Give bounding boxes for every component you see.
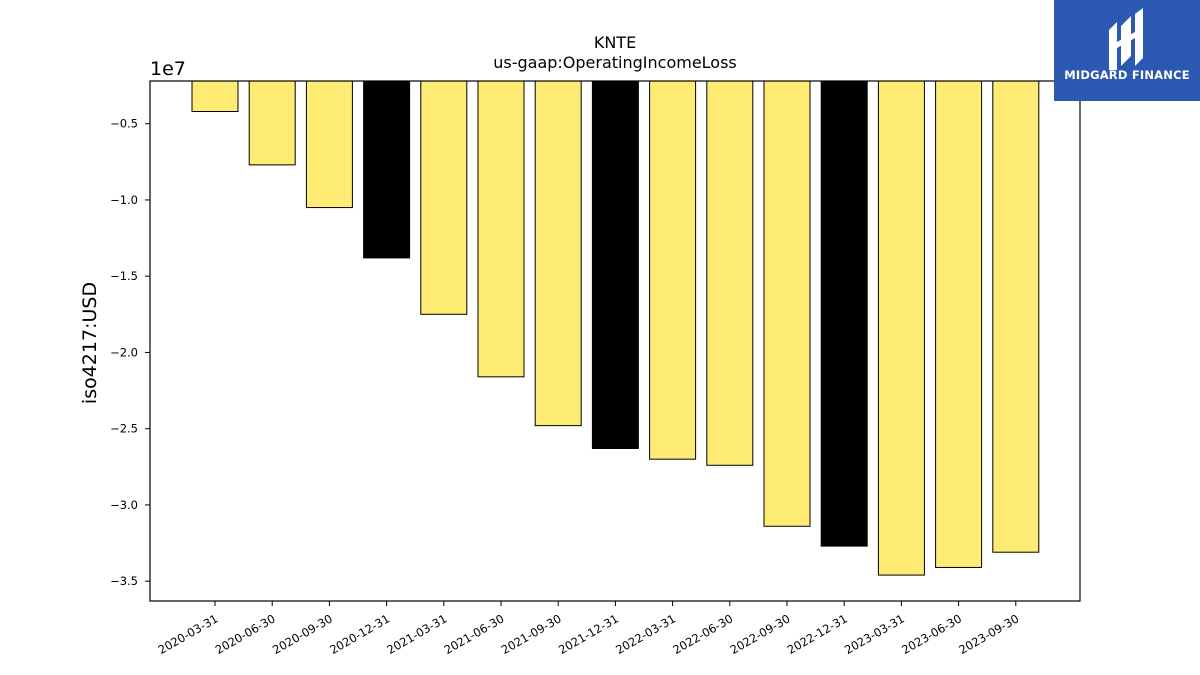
bar-2020-03-31 [191, 80, 239, 112]
bar-2021-12-31 [591, 80, 639, 450]
bar-2023-06-30 [935, 80, 983, 568]
y-axis-label: iso4217:USD [79, 282, 101, 404]
midgard-finance-logo: MIDGARD FINANCE [1054, 0, 1200, 101]
bar-2020-06-30 [248, 80, 296, 166]
bar-2020-09-30 [305, 80, 353, 209]
y-tick-label: −3.0 [110, 498, 138, 512]
bar-2022-09-30 [763, 80, 811, 527]
x-tick-label: 2020-12-31 [327, 611, 392, 657]
x-tick-label: 2021-12-31 [556, 611, 621, 657]
x-tick-label: 2020-09-30 [270, 611, 335, 657]
chart-title: KNTE [594, 33, 636, 52]
x-tick-label: 2020-06-30 [213, 611, 278, 657]
x-tick-label: 2023-06-30 [899, 611, 964, 657]
bar-2022-12-31 [820, 80, 868, 547]
x-tick-label: 2021-06-30 [442, 611, 507, 657]
x-tick-label: 2020-03-31 [156, 611, 221, 657]
logo-text: MIDGARD FINANCE [1064, 68, 1190, 82]
x-tick-label: 2022-06-30 [670, 611, 735, 657]
y-axis: −0.5 −1.0 −1.5 −2.0 −2.5 −3.0 −3.5 [110, 117, 150, 588]
x-tick-label: 2022-09-30 [728, 611, 793, 657]
y-tick-label: −2.5 [110, 422, 138, 436]
x-tick-label: 2022-12-31 [785, 611, 850, 657]
y-tick-label: −1.0 [110, 193, 138, 207]
chart-subtitle: us-gaap:OperatingIncomeLoss [493, 53, 737, 72]
bar-2023-09-30 [992, 80, 1040, 553]
bar-2021-03-31 [420, 80, 468, 315]
bars-group [191, 80, 1040, 576]
bar-2020-12-31 [363, 80, 411, 259]
bar-2022-03-31 [649, 80, 697, 460]
x-tick-label: 2022-03-31 [613, 611, 678, 657]
y-tick-label: −3.5 [110, 574, 138, 588]
y-tick-label: −2.0 [110, 345, 138, 359]
plot-frame [149, 80, 1081, 602]
bar-2021-09-30 [534, 80, 582, 427]
logo-mark-icon [1109, 8, 1143, 70]
x-tick-label: 2021-03-31 [384, 611, 449, 657]
bar-2022-06-30 [706, 80, 754, 466]
y-offset-label: 1e7 [150, 58, 186, 80]
bar-2023-03-31 [877, 80, 925, 576]
y-tick-label: −1.5 [110, 269, 138, 283]
x-axis: 2020-03-312020-06-302020-09-302020-12-31… [156, 601, 1021, 657]
bar-2021-06-30 [477, 80, 525, 378]
y-tick-label: −0.5 [110, 117, 138, 131]
x-tick-label: 2023-03-31 [842, 611, 907, 657]
x-tick-label: 2021-09-30 [499, 611, 564, 657]
x-tick-label: 2023-09-30 [956, 611, 1021, 657]
